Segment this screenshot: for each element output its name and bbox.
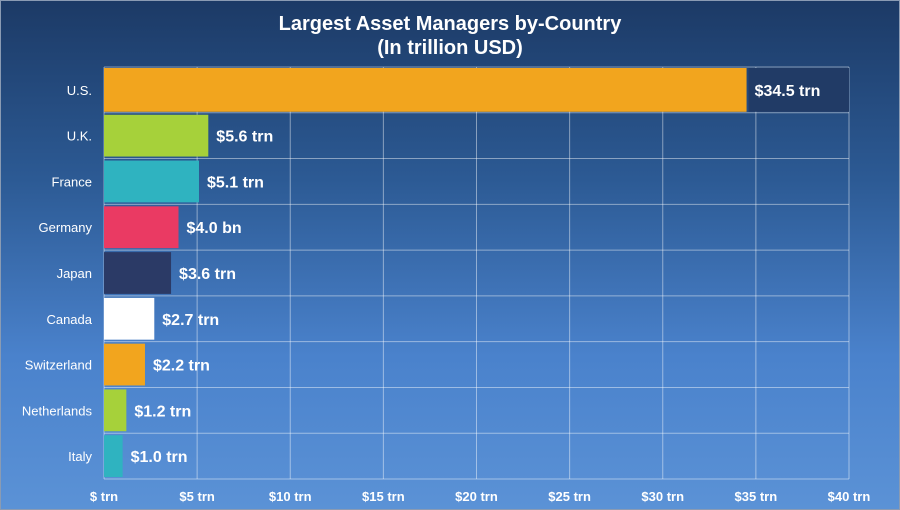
bar [104,252,172,294]
chart-subtitle: (In trillion USD) [377,37,523,59]
data-label: $2.2 trn [153,358,210,375]
category-label: Italy [68,449,92,464]
category-label: Canada [46,312,92,327]
bar [104,68,747,112]
x-tick-label: $30 trn [641,489,684,504]
data-label: $2.7 trn [162,312,219,329]
x-tick-label: $15 trn [362,489,405,504]
x-tick-label: $ trn [90,489,118,504]
category-label: Switzerland [25,358,92,373]
data-label: $3.6 trn [179,266,236,283]
bar [104,389,127,432]
bar [104,114,209,157]
x-tick-label: $5 trn [179,489,214,504]
value-box [748,68,849,112]
data-label: $1.0 trn [131,449,188,466]
chart-title: Largest Asset Managers by-Country [279,13,623,35]
x-tick-label: $25 trn [548,489,591,504]
labels-layer: $ trn $5 trn $10 trn $15 trn $20 trn $25 trn $… [22,83,870,504]
bar [104,435,123,477]
data-label: $5.6 trn [216,129,273,146]
bars-layer [104,68,849,477]
category-label: Germany [39,220,93,235]
category-label: U.S. [67,83,92,98]
x-tick-label: $35 trn [735,489,778,504]
category-label: Japan [57,266,92,281]
data-label: $4.0 bn [187,220,242,237]
data-label: $5.1 trn [207,174,264,191]
x-tick-label: $20 trn [455,489,498,504]
x-tick-label: $40 trn [828,489,871,504]
grid-layer [103,66,850,480]
data-label: $1.2 trn [134,403,191,420]
category-label: France [52,174,92,189]
bar [104,206,179,249]
data-label: $34.5 trn [755,83,821,100]
bar [104,343,145,386]
bar [104,297,155,340]
category-label: Netherlands [22,403,93,418]
bar [104,160,199,203]
category-label: U.K. [67,129,92,144]
x-tick-label: $10 trn [269,489,312,504]
